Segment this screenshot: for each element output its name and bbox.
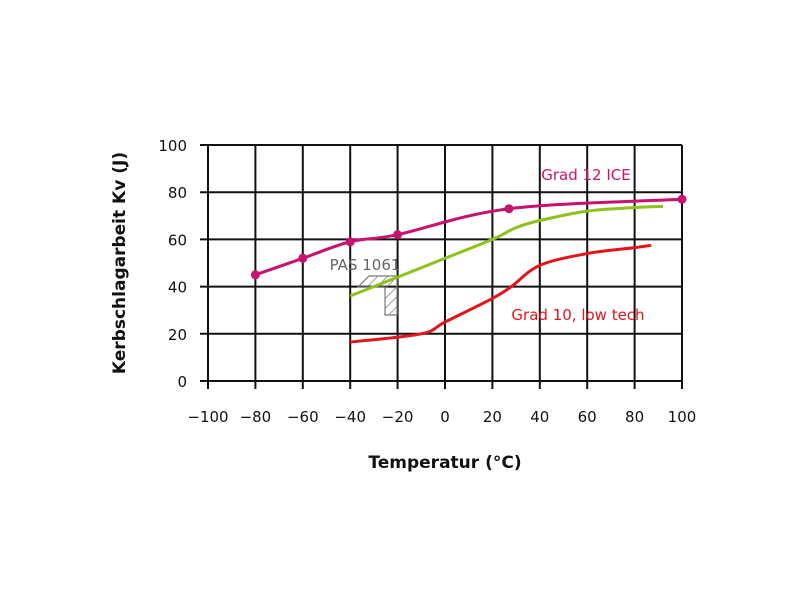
data-point [250,270,260,280]
x-tick-label: 60 [578,408,597,426]
y-tick-label: 100 [158,137,187,155]
series-line-1 [349,204,664,298]
x-tick-label: 80 [625,408,644,426]
data-point [393,230,403,240]
pas-1061-marker [356,275,398,316]
series-line-0 [254,197,683,277]
y-tick-label: 40 [168,279,187,297]
y-tick-label: 80 [168,184,187,202]
data-point [504,204,514,214]
x-tick-label: 0 [440,408,450,426]
x-tick-label: −40 [334,408,366,426]
x-tick-label: 40 [530,408,549,426]
x-axis-label: Temperatur (°C) [368,453,521,473]
x-tick-label: −20 [382,408,414,426]
data-point [298,253,308,263]
data-point [345,237,355,247]
x-tick-label: −80 [240,408,272,426]
x-tick-label: −100 [187,408,228,426]
x-tick-label: −60 [287,408,319,426]
y-axis-label: Kerbschlagarbeit Kv (J) [110,152,130,374]
y-tick-label: 60 [168,231,187,249]
grid [200,144,683,389]
x-tick-label: 20 [483,408,502,426]
data-point [677,194,687,204]
x-tick-label: 100 [668,408,697,426]
legend-grad-10-low-tech: Grad 10, low tech [511,306,644,324]
y-tick-label: 0 [177,373,187,391]
series-line-2 [350,243,652,344]
y-tick-label: 20 [168,326,187,344]
annotation-pas-1061: PAS 1061 [330,256,401,274]
tick-labels: −100 −80 −60 −40 −20 0 20 40 60 80 100 0 20 40 60 80 100 [158,137,696,426]
legend-grad-12-ice: Grad 12 ICE [541,166,631,184]
